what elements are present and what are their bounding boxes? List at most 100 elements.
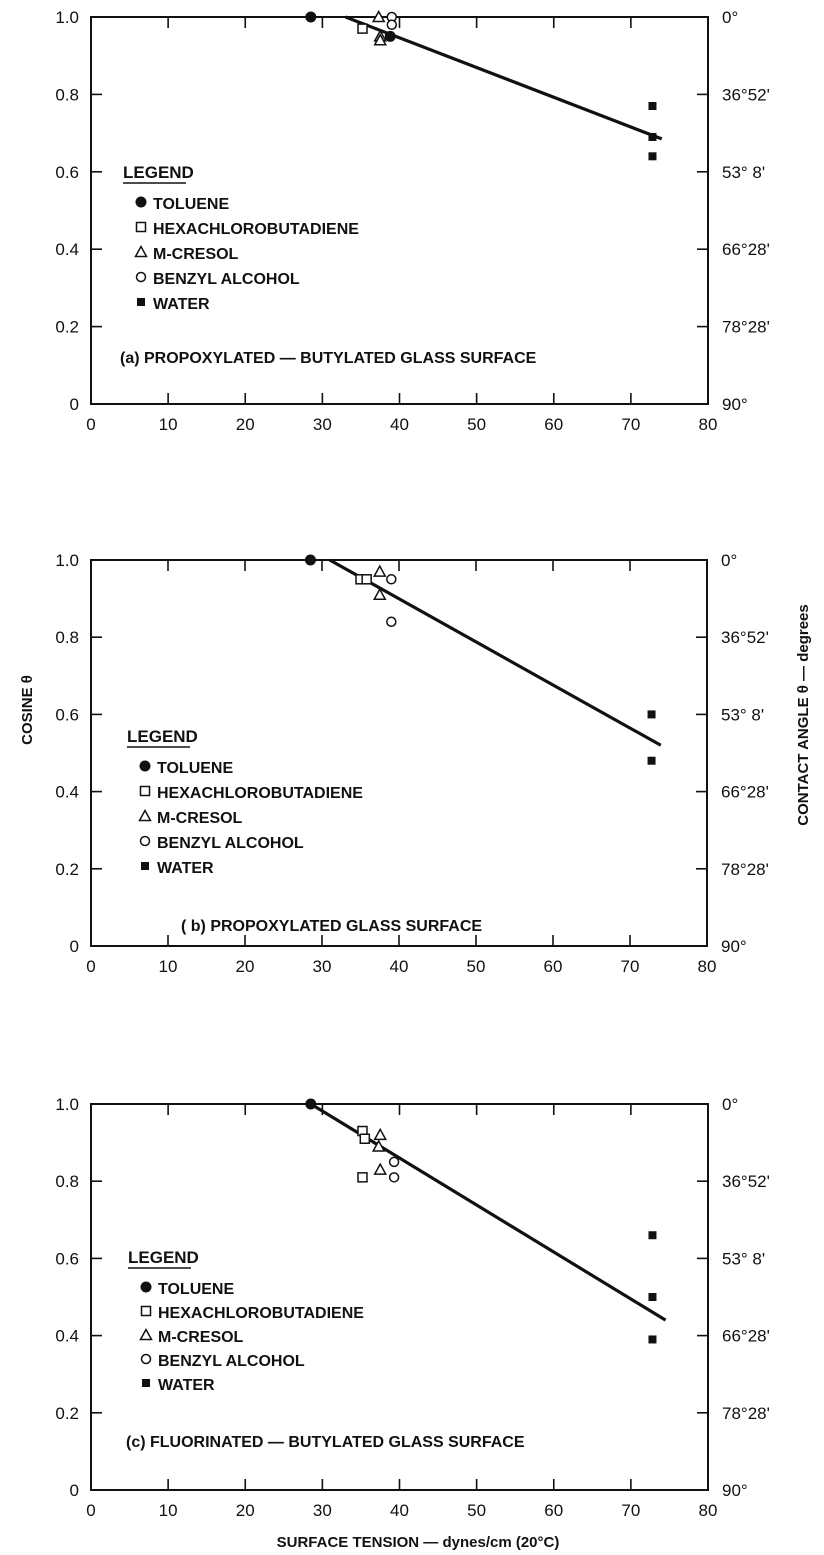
legend-toluene-marker bbox=[135, 196, 147, 208]
angle-tick-label: 90° bbox=[721, 937, 747, 956]
x-tick-label: 0 bbox=[86, 415, 95, 434]
angle-tick-label: 78°28' bbox=[721, 860, 769, 879]
water-marker bbox=[648, 1335, 657, 1344]
angle-tick-label: 36°52' bbox=[721, 628, 769, 647]
angle-tick-label: 36°52' bbox=[722, 1172, 770, 1191]
x-tick-label: 40 bbox=[390, 957, 409, 976]
panel-a: LEGEND TOLUENE HEXACHLOROBUTADIENE M-CRE… bbox=[55, 8, 770, 434]
panel-a-caption: (a) PROPOXYLATED — BUTYLATED GLASS SURFA… bbox=[120, 350, 537, 367]
water-marker bbox=[648, 102, 657, 111]
legend-label-hexachlorobutadiene: HEXACHLOROBUTADIENE bbox=[158, 1305, 364, 1322]
x-tick-label: 70 bbox=[621, 957, 640, 976]
legend-label-water: WATER bbox=[158, 1377, 215, 1394]
legend-water-marker bbox=[137, 298, 145, 306]
y-tick-label: 0.6 bbox=[55, 1249, 79, 1268]
legend-label-benzyl-alcohol: BENZYL ALCOHOL bbox=[157, 835, 304, 852]
toluene-marker bbox=[304, 554, 316, 566]
legend-m-cresol-marker bbox=[139, 1327, 153, 1341]
m-cresol-marker bbox=[373, 1127, 387, 1141]
legend-title: LEGEND bbox=[127, 727, 198, 746]
fit-line bbox=[328, 558, 662, 747]
m-cresol-marker bbox=[373, 33, 387, 46]
hexachlorobutadiene-marker bbox=[357, 23, 368, 34]
legend-label-water: WATER bbox=[157, 860, 214, 877]
benzyl-alcohol-marker bbox=[388, 1156, 400, 1168]
legend-m-cresol-marker bbox=[134, 244, 148, 258]
angle-tick-label: 90° bbox=[722, 395, 748, 414]
y-axis-title: COSINE θ bbox=[19, 675, 36, 745]
angle-tick-label: 78°28' bbox=[722, 318, 770, 337]
legend-benzyl-alcohol-marker bbox=[140, 1353, 152, 1365]
y-tick-label: 0 bbox=[70, 395, 79, 414]
y-tick-label: 0.6 bbox=[55, 163, 79, 182]
y-tick-label: 1.0 bbox=[55, 8, 79, 27]
panel-c: LEGEND TOLUENE HEXACHLOROBUTADIENE M-CRE… bbox=[55, 1095, 770, 1551]
benzyl-alcohol-marker bbox=[386, 19, 398, 30]
x-tick-label: 40 bbox=[390, 415, 409, 434]
legend-hexachlorobutadiene-marker bbox=[140, 1305, 152, 1317]
y-tick-label: 0.8 bbox=[55, 85, 79, 104]
water-marker bbox=[648, 1293, 657, 1301]
y-tick-label: 0.4 bbox=[55, 783, 79, 802]
angle-tick-label: 0° bbox=[722, 1095, 738, 1114]
water-marker bbox=[648, 1231, 657, 1240]
toluene-marker bbox=[305, 1098, 317, 1110]
y-tick-label: 0.4 bbox=[55, 240, 79, 259]
angle-tick-label: 0° bbox=[722, 8, 738, 27]
legend-label-m-cresol: M-CRESOL bbox=[153, 246, 239, 263]
legend-label-hexachlorobutadiene: HEXACHLOROBUTADIENE bbox=[157, 785, 363, 802]
x-tick-label: 60 bbox=[544, 415, 563, 434]
legend-toluene-marker bbox=[139, 760, 151, 772]
x-tick-label: 80 bbox=[699, 1501, 718, 1520]
right-axis-title: CONTACT ANGLE θ — degrees bbox=[795, 604, 812, 825]
angle-tick-label: 53° 8' bbox=[722, 163, 765, 182]
legend-label-water: WATER bbox=[153, 296, 210, 313]
angle-tick-label: 36°52' bbox=[722, 85, 770, 104]
legend-label-m-cresol: M-CRESOL bbox=[158, 1329, 244, 1346]
y-tick-label: 0.2 bbox=[55, 1404, 79, 1423]
x-tick-label: 70 bbox=[621, 415, 640, 434]
y-tick-label: 0 bbox=[70, 937, 79, 956]
x-tick-label: 40 bbox=[390, 1501, 409, 1520]
x-tick-label: 50 bbox=[467, 415, 486, 434]
x-tick-label: 10 bbox=[159, 1501, 178, 1520]
benzyl-alcohol-marker bbox=[386, 616, 397, 628]
x-tick-label: 50 bbox=[467, 1501, 486, 1520]
angle-tick-label: 66°28' bbox=[722, 1327, 770, 1346]
y-tick-label: 0 bbox=[70, 1481, 79, 1500]
m-cresol-marker bbox=[372, 564, 387, 577]
plot-frame bbox=[90, 559, 708, 947]
legend-title: LEGEND bbox=[123, 163, 194, 182]
hexachlorobutadiene-marker bbox=[361, 574, 372, 585]
y-tick-label: 1.0 bbox=[55, 551, 79, 570]
water-marker bbox=[648, 132, 657, 141]
benzyl-alcohol-marker bbox=[388, 1172, 400, 1183]
legend-label-toluene: TOLUENE bbox=[153, 196, 229, 213]
x-tick-label: 70 bbox=[621, 1501, 640, 1520]
x-tick-label: 0 bbox=[86, 1501, 95, 1520]
m-cresol-marker bbox=[371, 9, 386, 23]
legend-hexachlorobutadiene-marker bbox=[139, 785, 151, 797]
water-marker bbox=[647, 710, 656, 719]
x-tick-label: 10 bbox=[159, 415, 178, 434]
legend-label-toluene: TOLUENE bbox=[158, 1281, 234, 1298]
legend-water-marker bbox=[142, 1379, 150, 1387]
panel-b: LEGEND TOLUENE HEXACHLOROBUTADIENE M-CRE… bbox=[19, 551, 812, 976]
legend-m-cresol-marker bbox=[138, 808, 152, 822]
water-marker bbox=[648, 152, 657, 161]
legend-label-benzyl-alcohol: BENZYL ALCOHOL bbox=[158, 1353, 305, 1370]
legend-label-hexachlorobutadiene: HEXACHLOROBUTADIENE bbox=[153, 221, 359, 238]
x-tick-label: 60 bbox=[544, 1501, 563, 1520]
toluene-marker bbox=[305, 11, 317, 23]
toluene-marker bbox=[384, 30, 396, 42]
y-tick-label: 0.8 bbox=[55, 628, 79, 647]
x-tick-label: 50 bbox=[467, 957, 486, 976]
m-cresol-marker bbox=[372, 587, 387, 600]
legend-water-marker bbox=[141, 862, 149, 870]
x-tick-label: 30 bbox=[313, 415, 332, 434]
water-marker bbox=[647, 756, 656, 765]
legend-label-benzyl-alcohol: BENZYL ALCOHOL bbox=[153, 271, 300, 288]
panel-c-caption: (c) FLUORINATED — BUTYLATED GLASS SURFAC… bbox=[126, 1434, 525, 1451]
angle-tick-label: 53° 8' bbox=[721, 705, 764, 724]
